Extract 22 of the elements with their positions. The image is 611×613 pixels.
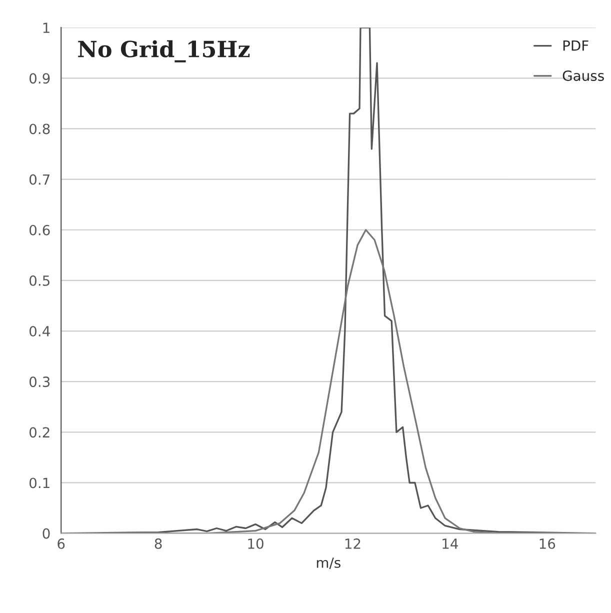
x-tick-label: 6 [58, 538, 65, 549]
x-axis-title: m/s [316, 558, 340, 570]
y-tick-label: 0.6 [30, 224, 50, 236]
y-tick-label: 1 [43, 22, 50, 33]
y-tick-label: 0.3 [30, 376, 50, 388]
x-tick-label: 16 [540, 538, 556, 549]
x-tick-label: 8 [154, 538, 162, 549]
x-tick-label: 10 [248, 538, 264, 549]
y-tick-label: 0.9 [30, 73, 50, 84]
y-tick-label: 0 [42, 528, 50, 539]
legend-label: PDF [563, 40, 588, 51]
x-tick-label: 14 [442, 538, 458, 549]
y-tick-label: 0.5 [30, 275, 50, 286]
y-tick-label: 0.1 [30, 478, 50, 488]
y-tick-label: 0.7 [30, 174, 50, 185]
line-series [61, 229, 596, 534]
legend-label: Gauss [562, 70, 604, 81]
x-tick-label: 12 [345, 538, 360, 549]
y-tick-label: 0.4 [30, 326, 50, 336]
text: No Grid_15Hz [78, 40, 250, 62]
y-tick-label: 0.8 [30, 124, 50, 134]
y-tick-label: 0.2 [30, 427, 50, 438]
